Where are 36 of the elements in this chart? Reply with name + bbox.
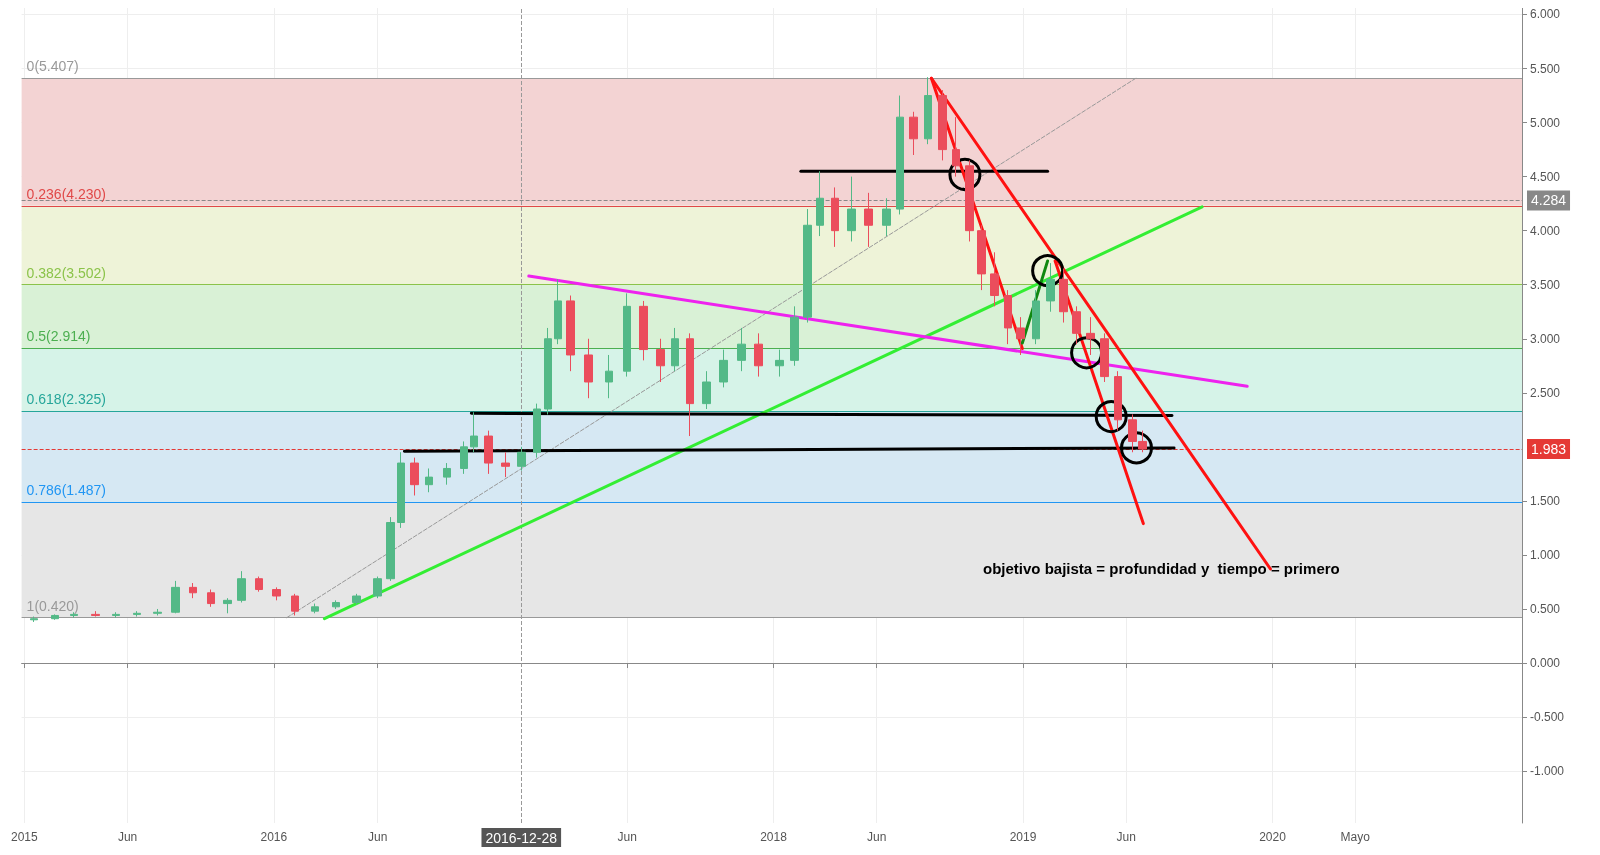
- ref-line-label: 4.284: [1531, 192, 1567, 209]
- x-tick-label: Jun: [867, 830, 887, 844]
- x-tick-label: 2018: [760, 830, 788, 844]
- x-tick-label: Jun: [117, 830, 138, 844]
- y-tick-label: 3.000: [1530, 331, 1561, 346]
- x-tick-label: Jun: [1116, 830, 1136, 844]
- ref-line-label: 1(0.420): [26, 597, 79, 614]
- y-tick-label: 1.500: [1530, 493, 1561, 508]
- y-tick-label: 1.000: [1530, 547, 1561, 562]
- x-tick-label: 2020: [1259, 830, 1287, 844]
- ref-line-label: 0.618(2.325): [26, 391, 107, 408]
- y-tick-label: 0.000: [1530, 656, 1561, 671]
- ref-line-label: 0.5(2.914): [26, 328, 91, 345]
- ref-line-label: 0.236(4.230): [26, 185, 107, 202]
- x-tick-label: 2015: [11, 830, 39, 844]
- ref-line-label: 2016-12-28: [485, 830, 558, 846]
- y-tick-label: 5.000: [1530, 115, 1561, 130]
- x-tick-label: 2019: [1009, 830, 1037, 844]
- x-tick-label: Jun: [368, 830, 388, 844]
- ref-line-label: 1.983: [1531, 441, 1567, 458]
- annotation: objetivo bajista = profundidad y tiempo = primero: [983, 560, 1340, 577]
- y-tick-label: 4.000: [1530, 223, 1561, 238]
- ref-line-label: 0.382(3.502): [26, 264, 107, 281]
- y-tick-label: -0.500: [1530, 710, 1565, 725]
- ref-line-label: 0(5.407): [26, 58, 79, 75]
- x-tick-label: Mayo: [1340, 830, 1371, 844]
- y-tick-label: 2.500: [1530, 385, 1561, 400]
- x-tick-label: Jun: [617, 830, 637, 844]
- ref-line-label: 0.786(1.487): [26, 481, 107, 498]
- y-tick-label: 6.000: [1530, 7, 1561, 22]
- y-tick-label: 5.500: [1530, 61, 1561, 76]
- y-tick-label: 0.500: [1530, 601, 1561, 616]
- y-tick-label: -1.000: [1530, 764, 1565, 779]
- y-tick-label: 3.500: [1530, 277, 1561, 292]
- y-tick-label: 4.500: [1530, 169, 1561, 184]
- x-tick-label: 2016: [260, 830, 288, 844]
